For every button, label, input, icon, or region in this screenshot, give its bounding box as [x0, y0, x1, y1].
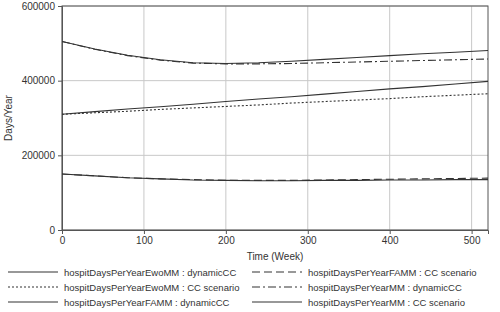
legend-swatch — [252, 271, 302, 272]
legend-swatch — [8, 301, 58, 302]
legend-swatch — [252, 301, 302, 302]
tick: 0 — [49, 225, 62, 236]
tick-label: 100 — [136, 235, 153, 246]
tick-mark — [144, 230, 145, 234]
tick-label: 0 — [49, 225, 55, 236]
tick-mark — [58, 6, 62, 7]
tick-label: 500 — [464, 235, 481, 246]
tick: 200 — [218, 230, 235, 246]
series-line — [62, 41, 488, 63]
legend-label: hospitDaysPerYearEwoMM : CC scenario — [64, 282, 239, 293]
grid — [62, 6, 488, 230]
legend-label: hospitDaysPerYearFAMM : dynamicCC — [64, 297, 230, 308]
chart: 0 100 200 300 400 500 0 200000 400000 600000 Time … — [0, 0, 500, 312]
tick-mark — [58, 81, 62, 82]
legend-swatch — [8, 271, 58, 272]
tick-label: 400 — [382, 235, 399, 246]
legend-label: hospitDaysPerYearFAMM : CC scenario — [308, 267, 477, 278]
axis-line — [58, 7, 63, 231]
series-line — [62, 174, 488, 181]
grid-line-x — [389, 6, 390, 230]
x-axis: 0 100 200 300 400 500 — [60, 230, 489, 246]
tick-label: 0 — [60, 235, 66, 246]
tick: 300 — [300, 230, 317, 246]
legend-label: hospitDaysPerYearEwoMM : dynamicCC — [64, 267, 236, 278]
legend-swatch — [8, 286, 58, 287]
plot: 0 100 200 300 400 500 0 200000 400000 600000 — [22, 1, 489, 246]
lines — [62, 41, 488, 180]
tick-mark — [308, 230, 309, 234]
x-axis-title: Time (Week) — [247, 251, 304, 262]
tick-label: 200 — [218, 235, 235, 246]
series-line — [62, 81, 488, 114]
grid-line-y — [62, 80, 488, 81]
axis-line — [63, 231, 489, 235]
legend-swatch — [252, 286, 302, 287]
tick: 200000 — [22, 150, 62, 161]
legend-item: hospitDaysPerYearEwoMM : CC scenario — [8, 282, 239, 293]
grid-line-x — [225, 6, 226, 230]
tick: 600000 — [22, 1, 62, 12]
y-axis: 0 200000 400000 600000 — [22, 1, 63, 236]
grid-line-x — [143, 6, 144, 230]
tick-label: 400000 — [22, 75, 56, 86]
grid-line-x — [471, 6, 472, 230]
tick: 400000 — [22, 75, 62, 86]
legend-item: hospitDaysPerYearEwoMM : dynamicCC — [8, 267, 236, 278]
legend: hospitDaysPerYearEwoMM : dynamicCC hospit… — [8, 267, 477, 308]
series-line — [62, 41, 488, 63]
tick: 100 — [136, 230, 153, 246]
tick-mark — [58, 155, 62, 156]
tick-label: 200000 — [22, 150, 56, 161]
series-line — [62, 174, 488, 180]
grid-line-y — [62, 155, 488, 156]
tick: 500 — [464, 230, 481, 246]
tick-label: 300 — [300, 235, 317, 246]
plot-frame — [62, 6, 488, 230]
tick: 0 — [60, 230, 66, 246]
series-line — [62, 94, 488, 115]
tick-mark — [226, 230, 227, 234]
tick: 400 — [382, 230, 399, 246]
tick-label: 600000 — [22, 1, 56, 12]
tick-mark — [58, 230, 62, 231]
tick-mark — [390, 230, 391, 234]
tick-mark — [472, 230, 473, 234]
legend-item: hospitDaysPerYearMM : CC scenario — [252, 297, 465, 308]
y-axis-title: Days/Year — [3, 94, 14, 140]
legend-item: hospitDaysPerYearMM : dynamicCC — [252, 282, 462, 293]
grid-line-x — [307, 6, 308, 230]
legend-label: hospitDaysPerYearMM : CC scenario — [308, 297, 465, 308]
legend-label: hospitDaysPerYearMM : dynamicCC — [308, 282, 462, 293]
legend-item: hospitDaysPerYearFAMM : dynamicCC — [8, 297, 230, 308]
legend-item: hospitDaysPerYearFAMM : CC scenario — [252, 267, 477, 278]
